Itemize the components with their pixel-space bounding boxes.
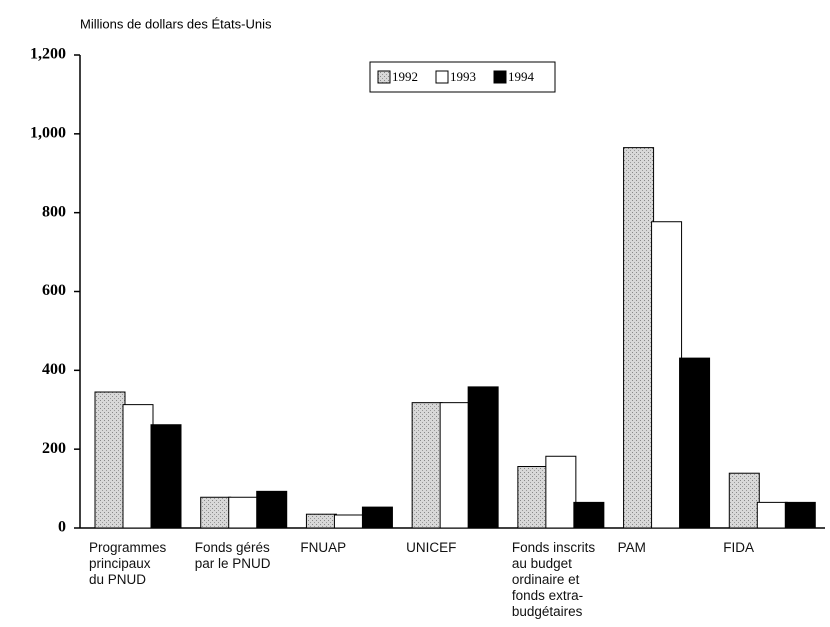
y-tick-label: 1,000 [30,125,66,142]
y-tick-label: 0 [58,519,66,536]
bar [361,506,393,529]
x-tick-label: UNICEF [406,540,457,555]
legend-label: 1994 [508,69,535,84]
x-tick-label: FNUAP [300,540,347,555]
y-tick-label: 200 [42,440,66,457]
bar [122,404,154,529]
bar [411,402,443,529]
bar [517,466,549,529]
x-tick-label: FIDA [723,540,755,555]
bar [728,472,760,529]
bar [623,147,655,529]
bar [256,490,288,529]
bar [573,501,605,529]
bar [94,391,126,529]
x-tick-label: Fonds inscrits au budget ordinaire et fo… [511,540,596,619]
x-tick-label: PAM [617,540,646,555]
bar [467,386,499,529]
bar [439,402,471,529]
x-tick-label: Fonds gérés par le PNUD [194,540,271,571]
legend-swatch [435,70,449,84]
y-tick-label: 400 [42,361,66,378]
bar [651,221,683,529]
bar [784,501,816,529]
legend-swatch [377,70,391,84]
x-tick-label: Programmes principaux du PNUD [89,540,167,587]
bar [200,496,232,529]
legend-label: 1992 [392,69,418,84]
bar [545,455,577,529]
legend-box [369,61,556,93]
legend-label: 1993 [450,69,476,84]
bar [228,496,260,529]
bar [150,424,182,529]
bar [679,357,711,529]
chart-title: Millions de dollars des États-Unis [80,16,272,31]
bar [305,513,337,529]
y-tick-label: 1,200 [30,46,66,63]
legend-swatch [493,70,507,84]
y-tick-label: 600 [42,282,66,299]
bar [333,514,365,529]
y-tick-label: 800 [42,203,66,220]
bar [756,501,788,529]
